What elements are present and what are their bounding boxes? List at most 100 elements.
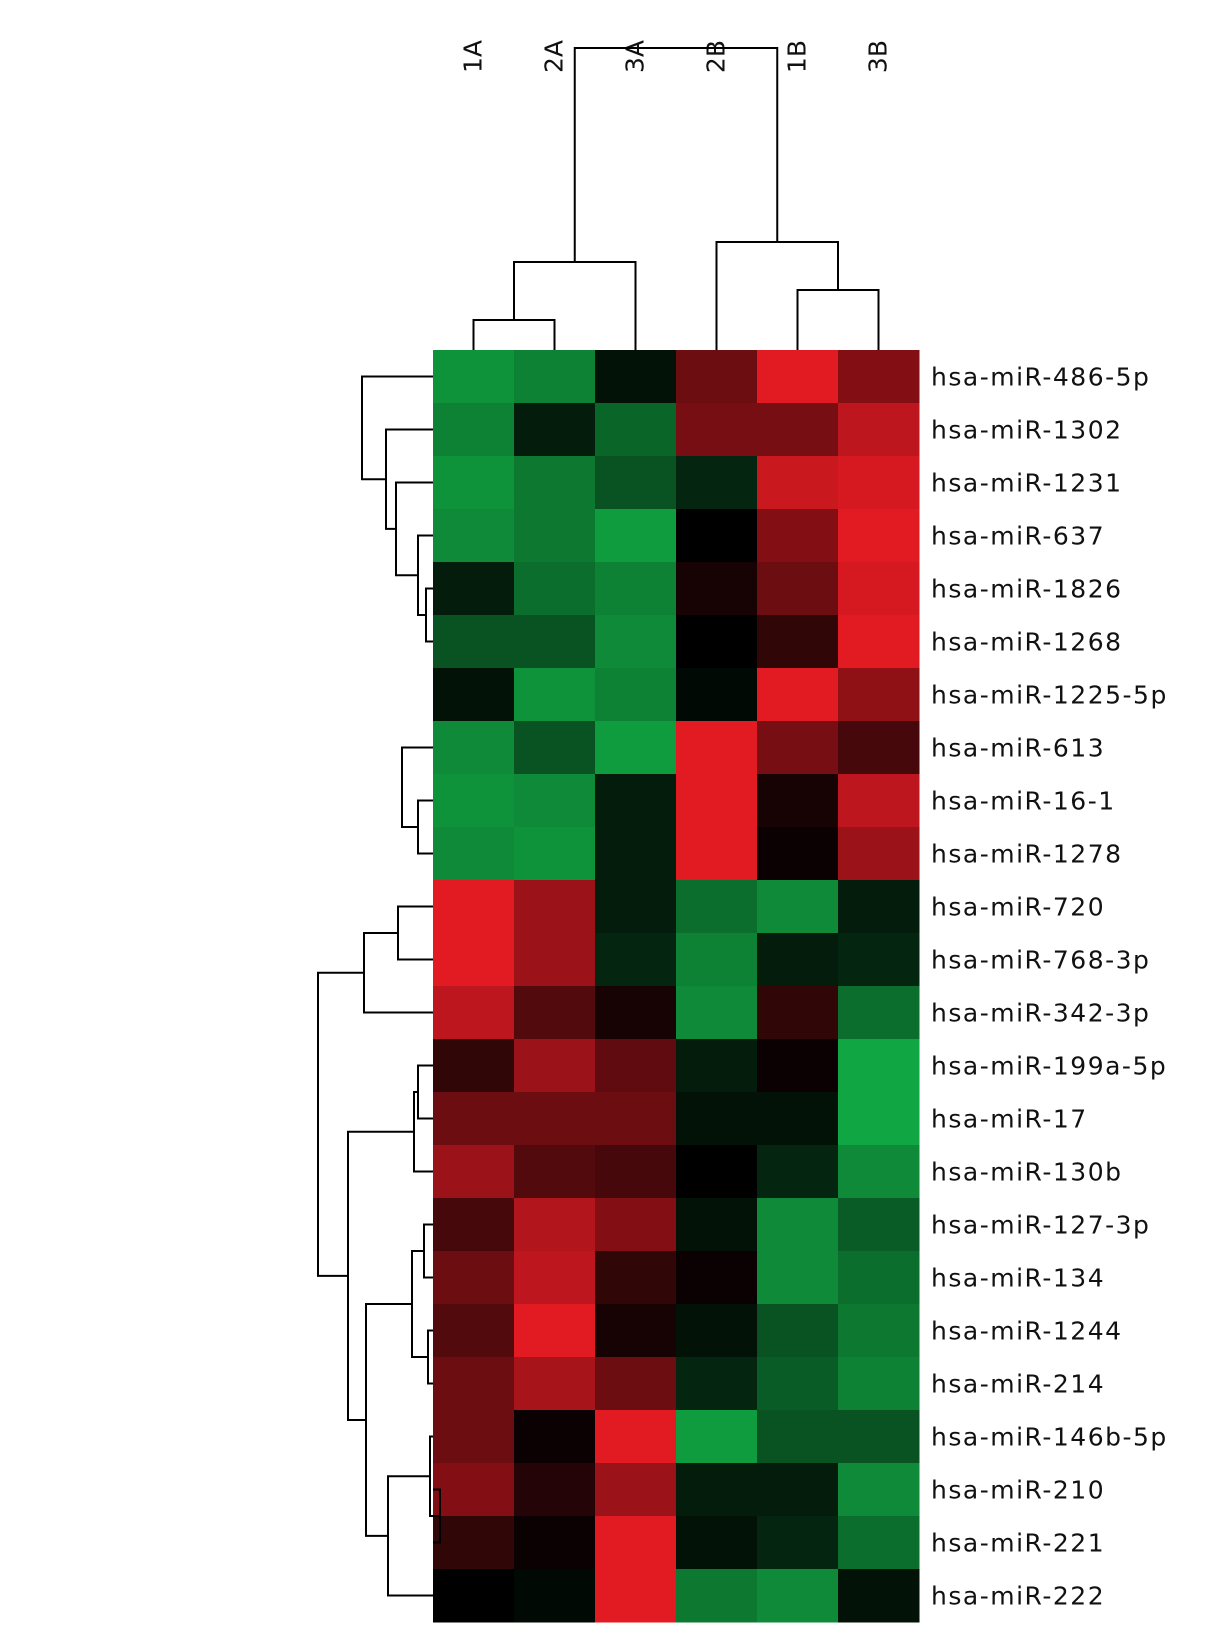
heatmap-cell [433,1463,515,1517]
heatmap-cell [838,456,920,510]
heatmap-cell [757,1569,839,1623]
heatmap-cell [676,1304,758,1358]
heatmap-cell [838,668,920,722]
heatmap-cell [757,403,839,457]
heatmap-cell [433,1304,515,1358]
heatmap-cell [433,615,515,669]
column-label: 2B [702,40,731,73]
heatmap-cell [514,1092,596,1146]
dendrogram-branch [401,746,433,828]
heatmap-cell [676,1251,758,1305]
heatmap-cell [433,350,515,404]
row-label: hsa-miR-486-5p [931,363,1150,392]
heatmap-cell [514,1357,596,1411]
heatmap-cell [838,615,920,669]
heatmap-cell [514,1145,596,1199]
heatmap-cell [676,721,758,775]
heatmap-cell [595,615,677,669]
heatmap-cell [676,827,758,881]
row-labels: hsa-miR-486-5p hsa-miR-1302 hsa-miR-1231 hs… [931,363,1168,1611]
dendrogram-branch [317,971,364,1277]
row-dendrogram [317,377,441,1597]
heatmap-cell [757,1357,839,1411]
heatmap-cell [757,562,839,616]
heatmap-cell [838,562,920,616]
heatmap-cell [595,1198,677,1252]
row-label: hsa-miR-720 [931,893,1105,922]
heatmap-cell [676,1039,758,1093]
heatmap-cell [595,1039,677,1093]
heatmap-cell [757,1516,839,1570]
heatmap-cell [676,456,758,510]
heatmap-cell [838,403,920,457]
heatmap-cell [757,615,839,669]
heatmap-cell [838,1569,920,1623]
heatmap-cell [595,774,677,828]
heatmap-cell [757,933,839,987]
heatmap-cell [838,774,920,828]
heatmap-cell [595,933,677,987]
heatmap-cell [838,1410,920,1464]
heatmap-cell [433,403,515,457]
heatmap-cell [676,986,758,1040]
heatmap-cell [757,1092,839,1146]
heatmap-cell [595,1304,677,1358]
column-label: 1B [783,40,812,73]
heatmap-cell [676,1516,758,1570]
heatmap-cell [595,668,677,722]
row-label: hsa-miR-637 [931,522,1105,551]
heatmap-cell [838,350,920,404]
row-label: hsa-miR-768-3p [931,946,1150,975]
heatmap-cell [838,1304,920,1358]
heatmap-cell [676,933,758,987]
dendrogram-branch [387,1475,433,1597]
heatmap-cell [433,1516,515,1570]
heatmap-cell [433,668,515,722]
heatmap-cell [514,827,596,881]
row-label: hsa-miR-1302 [931,416,1123,445]
heatmap-cell [433,562,515,616]
heatmap-cell [676,1463,758,1517]
heatmap-cell [676,615,758,669]
dendrogram-branch [411,1250,428,1358]
heatmap-cell [838,1516,920,1570]
heatmap-cell [514,1410,596,1464]
heatmap-cell [757,721,839,775]
heatmap-cell [757,1039,839,1093]
row-label: hsa-miR-1826 [931,575,1123,604]
heatmap-cell [676,1198,758,1252]
heatmap-cell [838,1463,920,1517]
heatmap-cell [838,1357,920,1411]
heatmap-cell [514,986,596,1040]
heatmap-cell [757,350,839,404]
heatmap-cell [595,403,677,457]
heatmap-cell [595,509,677,563]
heatmap-cell [757,1145,839,1199]
row-label: hsa-miR-210 [931,1476,1105,1505]
row-label: hsa-miR-1244 [931,1317,1123,1346]
heatmap-cell [676,1569,758,1623]
heatmap-cell [838,827,920,881]
heatmap-cell [838,1092,920,1146]
heatmap-cell [433,1039,515,1093]
heatmap-cell [433,986,515,1040]
heatmap-cell [433,827,515,881]
heatmap-cell [595,827,677,881]
heatmap-cell [757,986,839,1040]
heatmap-cell [595,350,677,404]
row-label: hsa-miR-16-1 [931,787,1116,816]
dendrogram-branch [417,799,433,855]
row-label: hsa-miR-146b-5p [931,1423,1168,1452]
column-dendrogram [472,47,880,350]
heatmap-cell [433,1251,515,1305]
dendrogram-branch [796,289,880,350]
heatmap-cell [757,774,839,828]
heatmap-cell [595,986,677,1040]
heatmap-cell [595,1569,677,1623]
heatmap-cell [757,880,839,934]
heatmap-cell [514,456,596,510]
heatmap-cell [433,1410,515,1464]
heatmap-cell [757,668,839,722]
heatmap-cell [514,1463,596,1517]
